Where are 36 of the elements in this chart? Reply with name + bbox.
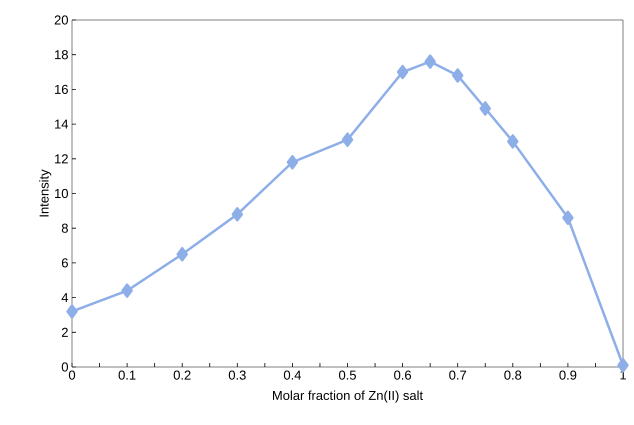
y-tick-label: 8	[62, 224, 68, 233]
y-tick-label: 2	[62, 328, 68, 337]
point	[617, 358, 629, 372]
y-tick-label: 14	[55, 120, 68, 129]
x-tick-label: 0.2	[174, 370, 191, 380]
y-tick-label: 16	[55, 84, 68, 94]
x-tick-label: 0	[68, 370, 76, 380]
x-tick-label: 0.8	[504, 370, 522, 380]
x-tick-label: 0.6	[394, 370, 412, 380]
x-tick-label: 0.7	[449, 370, 466, 380]
y-axis-title: Intensity	[39, 169, 52, 216]
point	[424, 54, 436, 69]
x-axis-title: Molar fraction of Zn(II) salt	[272, 390, 423, 403]
y-tick-label: 12	[55, 154, 68, 164]
point	[176, 247, 188, 262]
x-tick-label: 0.5	[339, 370, 356, 380]
y-tick-label: 6	[62, 258, 68, 268]
point	[342, 132, 354, 147]
point	[121, 283, 133, 298]
y-tick-label: 20	[54, 15, 68, 25]
y-tick-label: 18	[55, 50, 68, 60]
point	[507, 134, 519, 149]
point	[480, 101, 491, 116]
x-tick-label: 0.9	[559, 370, 576, 380]
y-tick-label: 10	[55, 188, 68, 198]
x-tick-label: 0.3	[228, 370, 246, 380]
point	[232, 207, 244, 222]
y-tick-label: 4	[62, 293, 68, 302]
point	[452, 68, 464, 83]
point	[286, 155, 298, 170]
y-tick-label: 0	[62, 362, 68, 372]
x-tick-label: 0.4	[284, 370, 302, 380]
x-tick-label: 0.1	[118, 370, 136, 380]
point	[562, 210, 574, 226]
point	[66, 304, 78, 319]
point	[396, 64, 408, 80]
